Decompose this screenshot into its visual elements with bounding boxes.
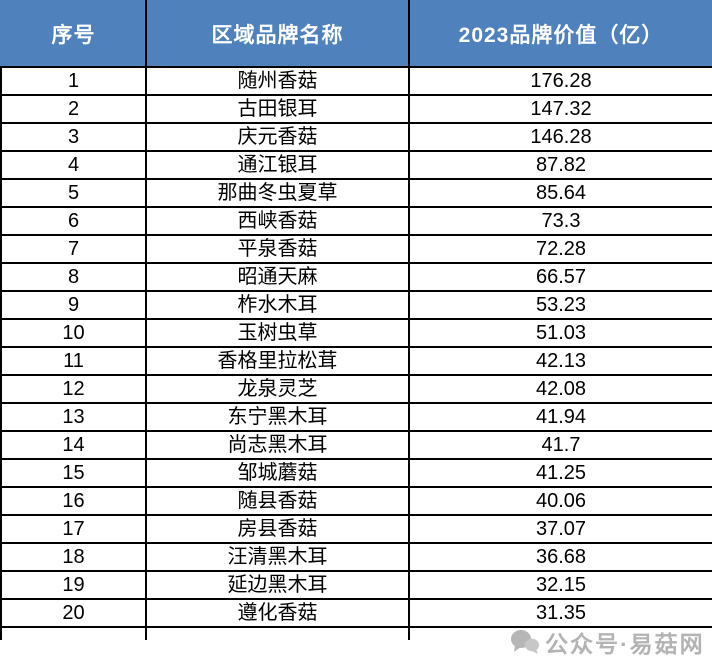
brand-value-table: 序号 区域品牌名称 2023品牌价值（亿） 1 随州香菇 176.28 2 古田银耳 14… bbox=[0, 0, 712, 640]
table-row: 5 那曲冬虫夏草 85.64 bbox=[0, 178, 712, 208]
table-row: 13 东宁黑木耳 41.94 bbox=[0, 402, 712, 432]
brand-value-cell bbox=[408, 626, 712, 640]
brand-value-cell: 53.23 bbox=[408, 290, 712, 320]
table-row: 14 尚志黑木耳 41.7 bbox=[0, 430, 712, 460]
brand-name-cell: 通江银耳 bbox=[145, 150, 410, 180]
brand-value-cell: 51.03 bbox=[408, 318, 712, 348]
brand-value-cell: 41.25 bbox=[408, 458, 712, 488]
brand-value-cell: 32.15 bbox=[408, 570, 712, 600]
partial-row bbox=[0, 626, 712, 640]
brand-name-cell: 尚志黑木耳 bbox=[145, 430, 410, 460]
table-row: 9 柞水木耳 53.23 bbox=[0, 290, 712, 320]
row-index-cell: 16 bbox=[0, 486, 147, 516]
row-index-cell: 2 bbox=[0, 94, 147, 124]
brand-name-cell: 随州香菇 bbox=[145, 66, 410, 96]
brand-name-cell: 东宁黑木耳 bbox=[145, 402, 410, 432]
table-row: 2 古田银耳 147.32 bbox=[0, 94, 712, 124]
table-row: 11 香格里拉松茸 42.13 bbox=[0, 346, 712, 376]
row-index-cell: 8 bbox=[0, 262, 147, 292]
brand-value-cell: 146.28 bbox=[408, 122, 712, 152]
table-row: 6 西峡香菇 73.3 bbox=[0, 206, 712, 236]
table-row: 10 玉树虫草 51.03 bbox=[0, 318, 712, 348]
row-index-cell: 6 bbox=[0, 206, 147, 236]
brand-name-cell: 柞水木耳 bbox=[145, 290, 410, 320]
brand-value-cell: 37.07 bbox=[408, 514, 712, 544]
brand-name-cell bbox=[145, 626, 410, 640]
table-row: 12 龙泉灵芝 42.08 bbox=[0, 374, 712, 404]
brand-value-cell: 36.68 bbox=[408, 542, 712, 572]
table-row: 17 房县香菇 37.07 bbox=[0, 514, 712, 544]
brand-name-cell: 遵化香菇 bbox=[145, 598, 410, 628]
brand-value-cell: 42.08 bbox=[408, 374, 712, 404]
brand-value-cell: 41.7 bbox=[408, 430, 712, 460]
header-row: 序号 区域品牌名称 2023品牌价值（亿） bbox=[0, 0, 712, 68]
brand-value-cell: 40.06 bbox=[408, 486, 712, 516]
row-index-cell: 17 bbox=[0, 514, 147, 544]
row-index-cell: 10 bbox=[0, 318, 147, 348]
row-index-cell: 14 bbox=[0, 430, 147, 460]
table-header: 序号 区域品牌名称 2023品牌价值（亿） bbox=[0, 0, 712, 68]
brand-value-cell: 66.57 bbox=[408, 262, 712, 292]
brand-name-cell: 龙泉灵芝 bbox=[145, 374, 410, 404]
brand-name-cell: 西峡香菇 bbox=[145, 206, 410, 236]
brand-value-cell: 87.82 bbox=[408, 150, 712, 180]
row-index-cell: 1 bbox=[0, 66, 147, 96]
row-index-cell: 11 bbox=[0, 346, 147, 376]
row-index-cell: 9 bbox=[0, 290, 147, 320]
table-row: 3 庆元香菇 146.28 bbox=[0, 122, 712, 152]
brand-name-cell: 随县香菇 bbox=[145, 486, 410, 516]
brand-value-cell: 31.35 bbox=[408, 598, 712, 628]
row-index-cell: 19 bbox=[0, 570, 147, 600]
table-row: 1 随州香菇 176.28 bbox=[0, 66, 712, 96]
row-index-cell: 3 bbox=[0, 122, 147, 152]
brand-name-cell: 汪清黑木耳 bbox=[145, 542, 410, 572]
table-row: 19 延边黑木耳 32.15 bbox=[0, 570, 712, 600]
brand-value-cell: 72.28 bbox=[408, 234, 712, 264]
brand-name-cell: 邹城蘑菇 bbox=[145, 458, 410, 488]
table-row: 7 平泉香菇 72.28 bbox=[0, 234, 712, 264]
brand-name-cell: 玉树虫草 bbox=[145, 318, 410, 348]
brand-name-cell: 古田银耳 bbox=[145, 94, 410, 124]
brand-value-cell: 73.3 bbox=[408, 206, 712, 236]
brand-name-cell: 平泉香菇 bbox=[145, 234, 410, 264]
header-cell-index: 序号 bbox=[0, 0, 147, 68]
brand-name-cell: 香格里拉松茸 bbox=[145, 346, 410, 376]
row-index-cell: 4 bbox=[0, 150, 147, 180]
brand-name-cell: 房县香菇 bbox=[145, 514, 410, 544]
row-index-cell: 20 bbox=[0, 598, 147, 628]
table-row: 18 汪清黑木耳 36.68 bbox=[0, 542, 712, 572]
brand-name-cell: 庆元香菇 bbox=[145, 122, 410, 152]
table-row: 20 遵化香菇 31.35 bbox=[0, 598, 712, 628]
brand-value-cell: 85.64 bbox=[408, 178, 712, 208]
table-row: 4 通江银耳 87.82 bbox=[0, 150, 712, 180]
table-row: 16 随县香菇 40.06 bbox=[0, 486, 712, 516]
header-cell-brand-name: 区域品牌名称 bbox=[145, 0, 410, 68]
row-index-cell: 13 bbox=[0, 402, 147, 432]
table-row: 8 昭通天麻 66.57 bbox=[0, 262, 712, 292]
brand-value-cell: 41.94 bbox=[408, 402, 712, 432]
row-index-cell bbox=[0, 626, 147, 640]
brand-value-cell: 147.32 bbox=[408, 94, 712, 124]
header-cell-brand-value: 2023品牌价值（亿） bbox=[408, 0, 712, 68]
table-body: 1 随州香菇 176.28 2 古田银耳 147.32 3 庆元香菇 146.28 4 通江银耳 87… bbox=[0, 66, 712, 640]
brand-name-cell: 延边黑木耳 bbox=[145, 570, 410, 600]
brand-value-cell: 42.13 bbox=[408, 346, 712, 376]
table-row: 15 邹城蘑菇 41.25 bbox=[0, 458, 712, 488]
row-index-cell: 7 bbox=[0, 234, 147, 264]
brand-name-cell: 昭通天麻 bbox=[145, 262, 410, 292]
row-index-cell: 15 bbox=[0, 458, 147, 488]
brand-name-cell: 那曲冬虫夏草 bbox=[145, 178, 410, 208]
row-index-cell: 18 bbox=[0, 542, 147, 572]
row-index-cell: 5 bbox=[0, 178, 147, 208]
brand-value-cell: 176.28 bbox=[408, 66, 712, 96]
row-index-cell: 12 bbox=[0, 374, 147, 404]
